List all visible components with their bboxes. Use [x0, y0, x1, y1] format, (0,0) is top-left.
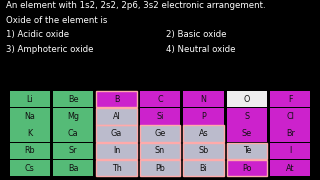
- Text: At: At: [286, 164, 294, 173]
- Text: Sb: Sb: [198, 146, 209, 155]
- Text: Ba: Ba: [68, 164, 78, 173]
- FancyBboxPatch shape: [10, 108, 50, 125]
- Text: Oxide of the element is: Oxide of the element is: [6, 16, 108, 25]
- FancyBboxPatch shape: [183, 108, 224, 125]
- FancyBboxPatch shape: [10, 143, 50, 159]
- Text: Types of Oxides: Types of Oxides: [111, 69, 209, 79]
- Text: Ge: Ge: [154, 129, 166, 138]
- Text: Br: Br: [286, 129, 295, 138]
- FancyBboxPatch shape: [270, 125, 310, 142]
- FancyBboxPatch shape: [53, 108, 93, 125]
- FancyBboxPatch shape: [270, 91, 310, 107]
- FancyBboxPatch shape: [96, 125, 137, 142]
- Text: An element with 1s2, 2s2, 2p6, 3s2 electronic arrangement.: An element with 1s2, 2s2, 2p6, 3s2 elect…: [6, 1, 266, 10]
- FancyBboxPatch shape: [10, 160, 50, 176]
- Text: Na: Na: [24, 112, 35, 121]
- FancyBboxPatch shape: [227, 91, 267, 107]
- Text: K: K: [27, 129, 32, 138]
- Text: Sn: Sn: [155, 146, 165, 155]
- FancyBboxPatch shape: [53, 160, 93, 176]
- Text: As: As: [199, 129, 208, 138]
- FancyBboxPatch shape: [96, 108, 137, 125]
- Text: C: C: [157, 95, 163, 104]
- FancyBboxPatch shape: [140, 91, 180, 107]
- FancyBboxPatch shape: [96, 91, 137, 107]
- Text: Rb: Rb: [24, 146, 35, 155]
- Text: Si: Si: [156, 112, 164, 121]
- FancyBboxPatch shape: [140, 125, 180, 142]
- Text: Mg: Mg: [67, 112, 79, 121]
- FancyBboxPatch shape: [270, 108, 310, 125]
- FancyBboxPatch shape: [227, 108, 267, 125]
- Text: Sr: Sr: [69, 146, 77, 155]
- Text: Th: Th: [112, 164, 122, 173]
- FancyBboxPatch shape: [183, 143, 224, 159]
- FancyBboxPatch shape: [270, 143, 310, 159]
- Text: 4) Neutral oxide: 4) Neutral oxide: [166, 45, 236, 54]
- FancyBboxPatch shape: [227, 143, 267, 159]
- FancyBboxPatch shape: [183, 125, 224, 142]
- Text: Se: Se: [242, 129, 252, 138]
- Text: B: B: [114, 95, 119, 104]
- Text: Be: Be: [68, 95, 78, 104]
- FancyBboxPatch shape: [53, 143, 93, 159]
- Text: O: O: [244, 95, 250, 104]
- FancyBboxPatch shape: [140, 108, 180, 125]
- FancyBboxPatch shape: [227, 160, 267, 176]
- FancyBboxPatch shape: [183, 160, 224, 176]
- Text: Ca: Ca: [68, 129, 78, 138]
- Text: 2) Basic oxide: 2) Basic oxide: [166, 30, 227, 39]
- Text: S: S: [244, 112, 249, 121]
- FancyBboxPatch shape: [140, 160, 180, 176]
- FancyBboxPatch shape: [227, 125, 267, 142]
- Text: Ga: Ga: [111, 129, 122, 138]
- FancyBboxPatch shape: [10, 125, 50, 142]
- FancyBboxPatch shape: [53, 91, 93, 107]
- Text: N: N: [201, 95, 206, 104]
- Text: 1) Acidic oxide: 1) Acidic oxide: [6, 30, 69, 39]
- Text: P: P: [201, 112, 206, 121]
- Text: Li: Li: [27, 95, 33, 104]
- FancyBboxPatch shape: [53, 125, 93, 142]
- Text: Cl: Cl: [286, 112, 294, 121]
- Text: Al: Al: [113, 112, 120, 121]
- Text: Bi: Bi: [200, 164, 207, 173]
- Text: 3) Amphoteric oxide: 3) Amphoteric oxide: [6, 45, 94, 54]
- FancyBboxPatch shape: [10, 91, 50, 107]
- Text: Cs: Cs: [25, 164, 35, 173]
- Text: Te: Te: [243, 146, 251, 155]
- Text: Po: Po: [242, 164, 252, 173]
- Text: In: In: [113, 146, 120, 155]
- Text: Pb: Pb: [155, 164, 165, 173]
- Text: I: I: [289, 146, 292, 155]
- FancyBboxPatch shape: [140, 143, 180, 159]
- FancyBboxPatch shape: [183, 91, 224, 107]
- FancyBboxPatch shape: [270, 160, 310, 176]
- Text: F: F: [288, 95, 292, 104]
- FancyBboxPatch shape: [96, 160, 137, 176]
- FancyBboxPatch shape: [96, 143, 137, 159]
